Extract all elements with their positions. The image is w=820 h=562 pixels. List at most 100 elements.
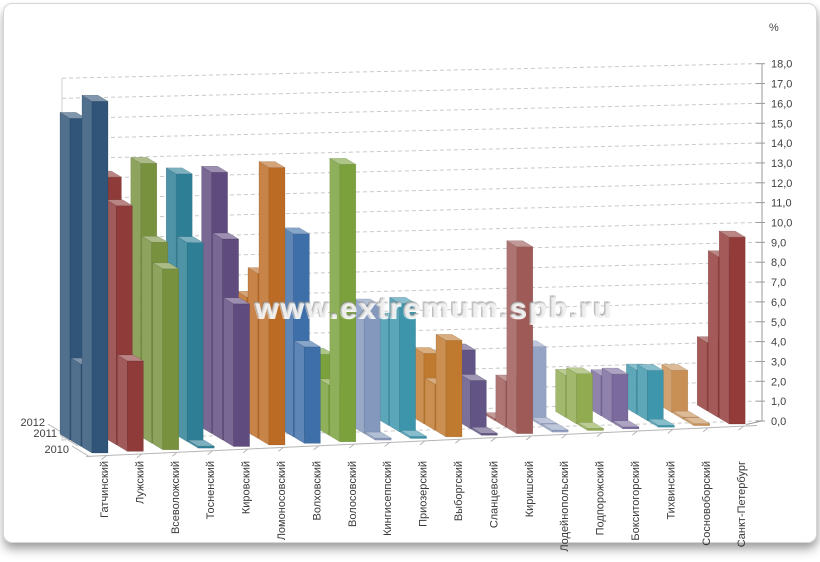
bar-top-face	[222, 297, 251, 305]
bar-top-face	[353, 298, 381, 306]
bar-top-face	[601, 367, 629, 375]
bar-top-face	[672, 410, 700, 418]
bar-2011-Тихвинский	[636, 364, 665, 422]
category-label: Волховский	[311, 461, 323, 520]
value-gridline	[61, 83, 757, 99]
category-label: Кировский	[241, 461, 253, 514]
bar-2010-Сосновоборский	[683, 417, 711, 426]
bar-top-face	[506, 240, 534, 247]
bar-2010-Кировский	[222, 297, 251, 447]
bar-top-face	[661, 364, 689, 371]
bar-front-face	[339, 164, 356, 442]
bar-2012-Сосновоборский	[661, 364, 689, 413]
bar-left-face	[708, 250, 719, 418]
bar-top-face	[258, 161, 286, 168]
bar-front-face	[375, 437, 392, 441]
bar-left-face	[424, 377, 436, 431]
category-tick	[242, 448, 249, 454]
bar-left-face	[59, 112, 71, 441]
bar-top-face	[388, 297, 417, 304]
bar-2010-Ломоносовский	[258, 161, 286, 446]
bar-2010-Сланцевский	[470, 426, 499, 436]
bar-2010-Тихвинский	[647, 418, 676, 428]
bar-2010-Волосовский	[329, 157, 357, 443]
bar-front-face	[410, 436, 427, 439]
value-tick-label: 1,0	[771, 396, 786, 408]
bar-2010-Волховский	[293, 340, 322, 444]
bar-top-face	[152, 262, 180, 270]
bar-top-face	[565, 367, 594, 374]
bar-top-face	[530, 417, 558, 424]
category-label: Ломоносовский	[276, 461, 288, 540]
category-label: Всеволожский	[170, 461, 182, 534]
bar-2011-Подпорожский	[565, 367, 594, 425]
value-tick-label: 4,0	[771, 337, 786, 349]
bar-top-face	[541, 423, 569, 431]
bar-left-face	[506, 240, 517, 435]
bar-left-face	[566, 367, 577, 425]
category-tick	[561, 433, 567, 439]
category-label: Приозерский	[418, 461, 430, 527]
value-tick-label: 3,0	[771, 356, 786, 368]
bar-left-face	[719, 230, 730, 425]
bar-front-face	[268, 167, 286, 446]
category-tick	[490, 437, 497, 442]
bar-2010-Гатчинский	[81, 94, 109, 454]
bar-2011-Приозерский	[388, 297, 417, 433]
category-label: Лужский	[134, 461, 146, 504]
bar-top-face	[413, 347, 441, 354]
year-label-2011: 2011	[33, 428, 57, 440]
bar-2011-Сланцевский	[459, 374, 488, 430]
bar-left-face	[152, 262, 164, 451]
value-tick-label: 2,0	[771, 376, 786, 388]
category-tick	[738, 425, 744, 431]
bar-2010-Приозерский	[399, 430, 428, 439]
value-tick-label: 0,0	[771, 416, 786, 428]
category-tick	[525, 435, 532, 441]
bar-top-face	[187, 439, 215, 447]
category-label: Сланцевский	[488, 461, 500, 528]
bar-2010-Выборгский	[435, 334, 463, 438]
bar-top-face	[293, 340, 322, 348]
category-tick	[384, 442, 390, 447]
category-tick	[596, 432, 603, 438]
category-tick	[632, 430, 638, 436]
bar-top-face	[612, 420, 640, 428]
bar-left-face	[555, 368, 566, 418]
bar-front-face	[481, 433, 498, 436]
category-label: Волосовский	[347, 461, 359, 527]
year-label-2010: 2010	[45, 444, 69, 456]
value-axis-foot	[745, 420, 763, 425]
bar-left-face	[389, 297, 400, 433]
bar-2011-Тосненский	[176, 236, 204, 443]
value-tick-label: 7,0	[771, 277, 786, 289]
bar-top-face	[116, 354, 145, 362]
value-tick-label: 17,0	[771, 79, 792, 91]
bar-left-face	[223, 297, 234, 447]
category-tick	[419, 440, 426, 446]
bar-left-face	[601, 367, 613, 423]
bar-left-face	[435, 334, 447, 438]
bar-front-face	[671, 370, 688, 413]
bar-top-face	[399, 430, 428, 437]
bar-front-face	[127, 360, 144, 452]
category-label: Киришский	[524, 461, 536, 517]
bar-top-face	[364, 431, 392, 439]
category-label: Бокситогорский	[630, 461, 642, 541]
category-label: Сосновоборский	[701, 461, 713, 546]
bar-front-face	[364, 304, 381, 434]
bar-top-face	[105, 199, 134, 206]
percent-axis-title: %	[769, 22, 779, 34]
bar-top-face	[470, 427, 499, 434]
bar-front-face	[399, 303, 416, 433]
depth-axis-tick	[71, 445, 91, 458]
bar-top-face	[130, 157, 158, 164]
bar-left-face	[117, 354, 128, 452]
bar-top-face	[176, 236, 204, 243]
value-gridline	[61, 102, 757, 119]
bar-top-face	[211, 232, 240, 240]
bar-left-face	[258, 161, 270, 446]
bar-top-face	[329, 158, 357, 165]
bar-front-face	[162, 268, 180, 450]
